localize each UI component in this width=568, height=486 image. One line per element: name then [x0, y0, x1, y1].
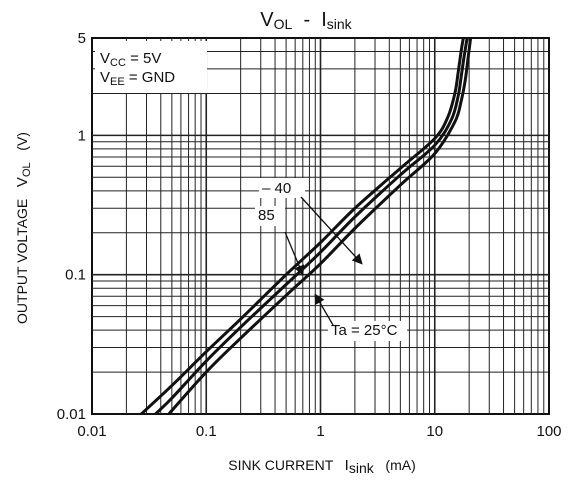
y-tick-labels: 0.01 0.1 1 5	[57, 30, 86, 423]
conditions-box	[95, 41, 207, 93]
x-tick-label: 0.01	[77, 423, 106, 440]
curve-annotations: – 40 85 Ta = 25°C	[255, 178, 407, 341]
condition-vcc: VCC = 5V	[100, 50, 161, 69]
series-curve-0	[140, 37, 465, 416]
chart-title: VOL - Isink	[260, 9, 352, 32]
x-tick-label: 10	[426, 423, 443, 440]
x-tick-labels: 0.01 0.1 1 10 100	[77, 423, 561, 440]
annotation-backing	[255, 206, 285, 226]
x-tick-label: 1	[316, 423, 324, 440]
x-axis-label: SINK CURRENT Isink (mA)	[228, 457, 416, 476]
series-curves	[140, 37, 473, 416]
annotation-label: Ta = 25°C	[331, 322, 398, 339]
annotation-backing	[259, 178, 305, 198]
annotation-backing	[328, 321, 407, 341]
y-tick-label: 0.1	[65, 267, 86, 284]
series-curve-2	[167, 37, 473, 415]
y-tick-label: 1	[78, 127, 86, 144]
annotation-arrow	[314, 293, 334, 326]
condition-vee: VEE = GND	[100, 69, 175, 88]
annotation-label: 85	[258, 207, 275, 224]
annotation-arrow	[284, 231, 305, 276]
y-axis-label: OUTPUT VOLTAGE VOL (V)	[14, 132, 33, 324]
annotation-label: – 40	[262, 180, 291, 197]
y-tick-label: 0.01	[57, 406, 86, 423]
x-tick-label: 0.1	[196, 423, 217, 440]
series-curve-1	[154, 37, 469, 416]
x-tick-label: 100	[536, 423, 561, 440]
annotation-arrow	[300, 196, 363, 265]
grid-lines	[92, 38, 549, 414]
y-tick-label: 5	[78, 30, 86, 47]
